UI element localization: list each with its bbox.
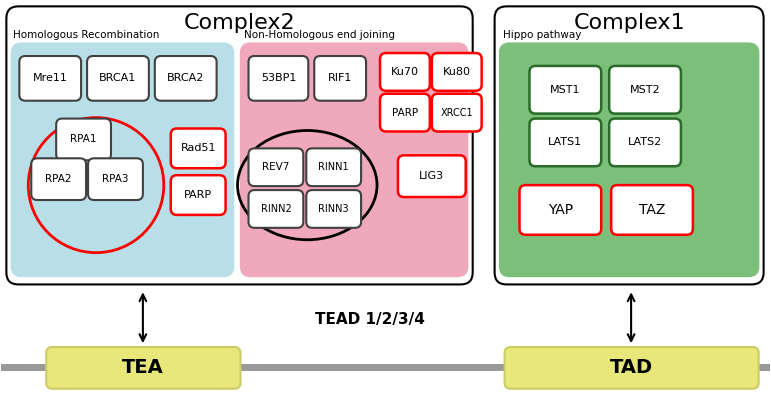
FancyBboxPatch shape	[306, 148, 361, 186]
Text: XRCC1: XRCC1	[440, 108, 473, 117]
FancyBboxPatch shape	[19, 56, 81, 101]
Text: MST1: MST1	[550, 85, 581, 95]
Text: YAP: YAP	[548, 203, 573, 217]
FancyBboxPatch shape	[504, 347, 759, 389]
Text: Complex1: Complex1	[574, 13, 685, 33]
Text: RPA1: RPA1	[70, 134, 97, 145]
FancyBboxPatch shape	[32, 158, 86, 200]
Text: Hippo pathway: Hippo pathway	[503, 30, 581, 40]
FancyBboxPatch shape	[88, 158, 143, 200]
Text: TEAD 1/2/3/4: TEAD 1/2/3/4	[315, 312, 425, 327]
Text: Ku70: Ku70	[391, 67, 419, 77]
FancyBboxPatch shape	[495, 6, 763, 284]
Text: Non-Homologous end joining: Non-Homologous end joining	[244, 30, 395, 40]
Text: TAZ: TAZ	[639, 203, 665, 217]
FancyBboxPatch shape	[530, 119, 601, 166]
Text: RPA3: RPA3	[103, 174, 129, 184]
FancyBboxPatch shape	[248, 190, 303, 228]
Text: REV7: REV7	[262, 162, 290, 172]
Text: PARP: PARP	[392, 108, 418, 117]
FancyBboxPatch shape	[380, 94, 430, 132]
Text: Complex2: Complex2	[183, 13, 295, 33]
Text: Homologous Recombination: Homologous Recombination	[13, 30, 160, 40]
FancyBboxPatch shape	[609, 66, 681, 114]
FancyBboxPatch shape	[530, 66, 601, 114]
FancyBboxPatch shape	[56, 119, 111, 160]
Text: BRCA2: BRCA2	[167, 73, 204, 83]
Text: LIG3: LIG3	[419, 171, 444, 181]
Text: LATS1: LATS1	[548, 137, 582, 147]
Text: BRCA1: BRCA1	[99, 73, 136, 83]
Text: RPA2: RPA2	[45, 174, 72, 184]
FancyBboxPatch shape	[6, 6, 473, 284]
FancyBboxPatch shape	[87, 56, 149, 101]
FancyBboxPatch shape	[315, 56, 366, 101]
Text: RIF1: RIF1	[328, 73, 352, 83]
Text: Ku80: Ku80	[443, 67, 471, 77]
FancyBboxPatch shape	[500, 43, 759, 277]
FancyBboxPatch shape	[432, 53, 482, 91]
Text: TEA: TEA	[122, 358, 163, 377]
FancyBboxPatch shape	[46, 347, 241, 389]
Text: TAD: TAD	[610, 358, 653, 377]
FancyBboxPatch shape	[241, 43, 468, 277]
FancyBboxPatch shape	[398, 156, 466, 197]
FancyBboxPatch shape	[609, 119, 681, 166]
FancyBboxPatch shape	[170, 128, 226, 168]
Text: 53BP1: 53BP1	[261, 73, 296, 83]
FancyBboxPatch shape	[380, 53, 430, 91]
Text: RINN1: RINN1	[318, 162, 349, 172]
Text: RINN2: RINN2	[261, 204, 291, 214]
FancyBboxPatch shape	[611, 185, 693, 235]
FancyBboxPatch shape	[155, 56, 217, 101]
Text: MST2: MST2	[630, 85, 661, 95]
FancyBboxPatch shape	[170, 175, 226, 215]
Text: Rad51: Rad51	[180, 143, 216, 153]
Text: RINN3: RINN3	[318, 204, 349, 214]
Text: LATS2: LATS2	[628, 137, 662, 147]
FancyBboxPatch shape	[432, 94, 482, 132]
Text: Mre11: Mre11	[33, 73, 68, 83]
FancyBboxPatch shape	[248, 56, 308, 101]
FancyBboxPatch shape	[306, 190, 361, 228]
FancyBboxPatch shape	[248, 148, 303, 186]
FancyBboxPatch shape	[520, 185, 601, 235]
Text: PARP: PARP	[184, 190, 212, 200]
FancyBboxPatch shape	[12, 43, 234, 277]
